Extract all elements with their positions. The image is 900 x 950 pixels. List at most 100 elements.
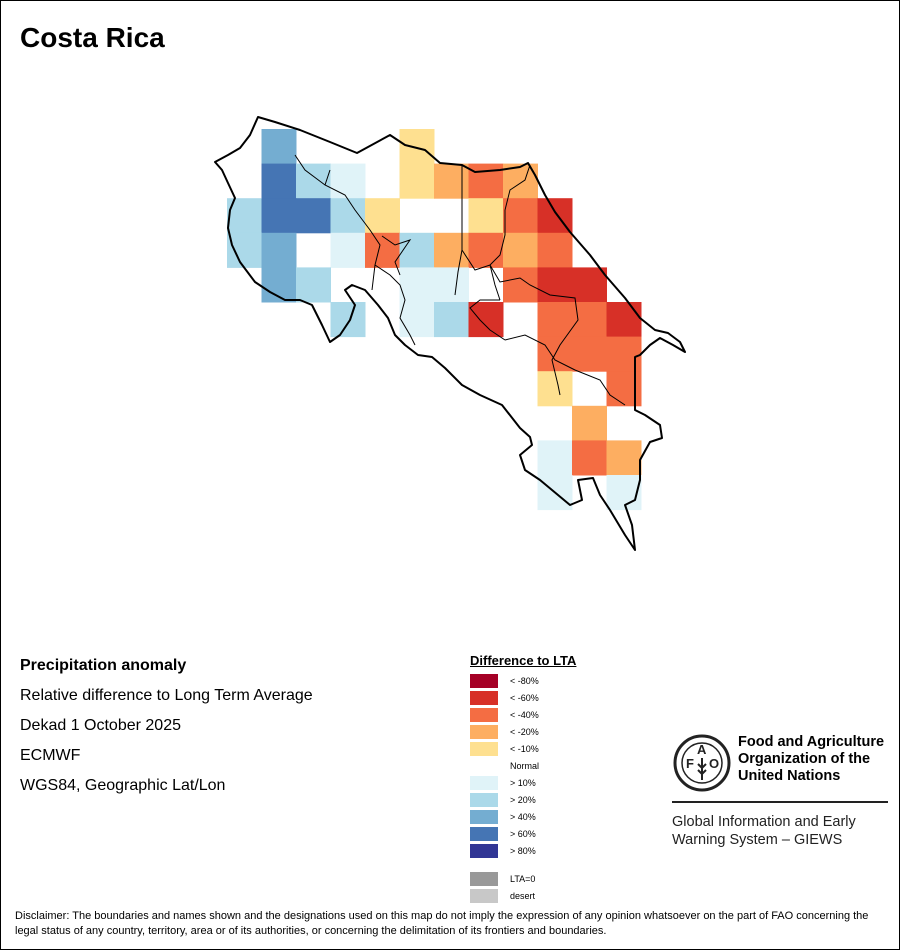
anomaly-cell [606, 371, 642, 407]
info-line-period: Dekad 1 October 2025 [20, 717, 181, 734]
anomaly-cell [606, 302, 642, 338]
anomaly-cell [330, 163, 366, 199]
variable-title: Precipitation anomaly [20, 657, 187, 674]
legend-label: > 10% [510, 778, 536, 789]
anomaly-cell [606, 475, 642, 511]
legend-label: < -80% [510, 675, 539, 686]
anomaly-cell [296, 267, 331, 303]
legend-label: < -40% [510, 709, 539, 720]
legend-label: > 80% [510, 846, 536, 857]
svg-text:F: F [686, 756, 694, 771]
anomaly-cell [468, 163, 504, 199]
anomaly-cell [434, 232, 469, 268]
anomaly-cell [434, 267, 469, 303]
legend-item: < -10% [470, 740, 576, 757]
anomaly-cell [296, 163, 331, 199]
giews-line: Warning System – GIEWS [672, 832, 843, 848]
fao-logo-block: F A O Food and Agriculture Organization … [672, 730, 888, 848]
info-line-measure: Relative difference to Long Term Average [20, 687, 313, 704]
anomaly-cell [330, 232, 366, 268]
fao-divider [672, 801, 888, 803]
legend-item: < -20% [470, 723, 576, 740]
legend-label: desert [510, 890, 536, 901]
anomaly-cell [330, 302, 366, 338]
province-boundaries [294, 154, 626, 406]
anomaly-cell [572, 405, 607, 441]
anomaly-cell [261, 232, 297, 268]
fao-name: Food and Agriculture Organization of the… [738, 734, 898, 785]
anomaly-cell [227, 232, 262, 268]
legend-swatch [470, 844, 498, 859]
svg-text:O: O [709, 756, 719, 771]
legend-item: < -40% [470, 706, 576, 723]
legend: Difference to LTA < -80% < -60% < -40% < -2… [470, 653, 576, 904]
legend-item: > 60% [470, 826, 576, 843]
anomaly-cell [537, 440, 573, 476]
anomaly-cell [537, 371, 573, 407]
anomaly-grid [227, 129, 642, 511]
anomaly-cell [399, 232, 435, 268]
anomaly-cell [503, 267, 538, 303]
anomaly-cell [503, 232, 538, 268]
anomaly-cell [365, 198, 400, 234]
anomaly-cell [365, 232, 400, 268]
legend-label: < -60% [510, 692, 539, 703]
giews-name: Global Information and Early Warning Sys… [672, 813, 892, 849]
anomaly-cell [330, 198, 366, 234]
anomaly-cell [296, 198, 331, 234]
legend-swatch [470, 793, 498, 808]
legend-swatch [470, 827, 498, 842]
legend-swatch [470, 759, 498, 774]
anomaly-cell [468, 232, 504, 268]
anomaly-cell [261, 198, 297, 234]
costa-rica-outline [214, 116, 686, 551]
anomaly-cell [399, 129, 435, 165]
legend-title: Difference to LTA [470, 653, 577, 668]
anomaly-cell [606, 440, 642, 476]
legend-item: > 20% [470, 792, 576, 809]
legend-label: > 20% [510, 795, 536, 806]
legend-swatch [470, 871, 498, 886]
anomaly-cell [468, 302, 504, 338]
anomaly-cell [503, 198, 538, 234]
anomaly-cell [572, 302, 607, 338]
legend-swatch [470, 888, 498, 903]
legend-swatch [470, 741, 498, 756]
legend-swatch [470, 776, 498, 791]
disclaimer: Disclaimer: The boundaries and names sho… [15, 910, 869, 937]
anomaly-cell [399, 267, 435, 303]
anomaly-cell [399, 163, 435, 199]
legend-item: > 10% [470, 775, 576, 792]
anomaly-cell [468, 198, 504, 234]
legend-label: LTA=0 [510, 873, 536, 884]
anomaly-cell [606, 336, 642, 372]
info-line-source: ECMWF [20, 747, 81, 764]
fao-name-line: Organization of the [738, 751, 871, 767]
legend-swatch [470, 707, 498, 722]
svg-text:A: A [697, 742, 707, 757]
legend-swatch [470, 690, 498, 705]
anomaly-cell [537, 232, 573, 268]
fao-name-line: Food and Agriculture [738, 734, 885, 750]
map-title: Costa Rica [20, 22, 165, 53]
legend-item: < -80% [470, 672, 576, 689]
anomaly-cell [261, 163, 297, 199]
anomaly-cell [434, 302, 469, 338]
anomaly-cell [537, 302, 573, 338]
legend-label: > 60% [510, 829, 536, 840]
giews-line: Global Information and Early [672, 814, 856, 830]
legend-swatch [470, 673, 498, 688]
legend-label: < -20% [510, 726, 539, 737]
legend-item: > 80% [470, 843, 576, 860]
legend-label: Normal [510, 761, 540, 772]
anomaly-cell [434, 163, 469, 199]
anomaly-cell [261, 129, 297, 165]
fao-emblem-icon: F A O [673, 734, 731, 792]
fao-name-line: United Nations [738, 768, 841, 784]
legend-label: > 40% [510, 812, 536, 823]
map-info: Precipitation anomaly Relative differenc… [20, 657, 313, 807]
anomaly-cell [572, 440, 607, 476]
anomaly-cell [399, 302, 435, 338]
anomaly-map [214, 116, 686, 551]
legend-item: desert [470, 887, 576, 904]
